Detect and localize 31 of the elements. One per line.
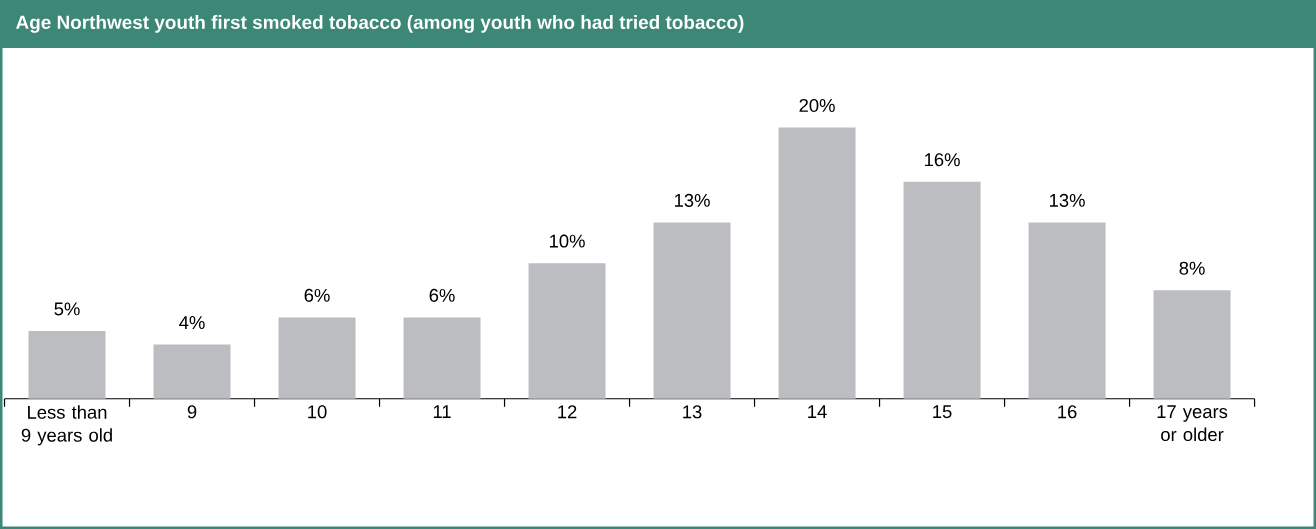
x-tick-label: 11 [433, 405, 451, 418]
chart-title: Age Northwest youth first smoked tobacco (among youth who had tried tobacco) [16, 15, 744, 33]
bar [1153, 290, 1231, 399]
bar [1028, 222, 1106, 399]
bar [278, 317, 356, 399]
data-label: 13% [675, 193, 710, 207]
bar [528, 263, 606, 399]
bar [153, 344, 231, 399]
bar [778, 127, 856, 399]
x-tick-label: 12 [558, 405, 577, 419]
x-tick-label: 15 [933, 405, 952, 419]
data-label: 6% [304, 288, 330, 302]
x-tick-label: 17 years or older [1157, 405, 1228, 442]
x-tick-label: 10 [308, 405, 327, 419]
bar [653, 222, 731, 399]
bar [28, 330, 106, 399]
x-tick-label: 16 [1058, 405, 1077, 419]
x-tick-label: Less than 9 years old [21, 405, 112, 446]
x-tick-label: 9 [187, 405, 197, 419]
data-label: 10% [550, 234, 585, 248]
bar [403, 317, 481, 399]
bar [903, 181, 981, 399]
data-label: 6% [429, 288, 455, 302]
data-label: 20% [799, 98, 835, 112]
data-label: 8% [1179, 261, 1205, 275]
data-label: 4% [179, 316, 205, 329]
data-label: 5% [54, 302, 80, 316]
data-label: 16% [925, 153, 960, 167]
data-label: 13% [1050, 193, 1085, 207]
x-tick-label: 13 [683, 405, 702, 419]
x-tick-label: 14 [808, 405, 827, 418]
